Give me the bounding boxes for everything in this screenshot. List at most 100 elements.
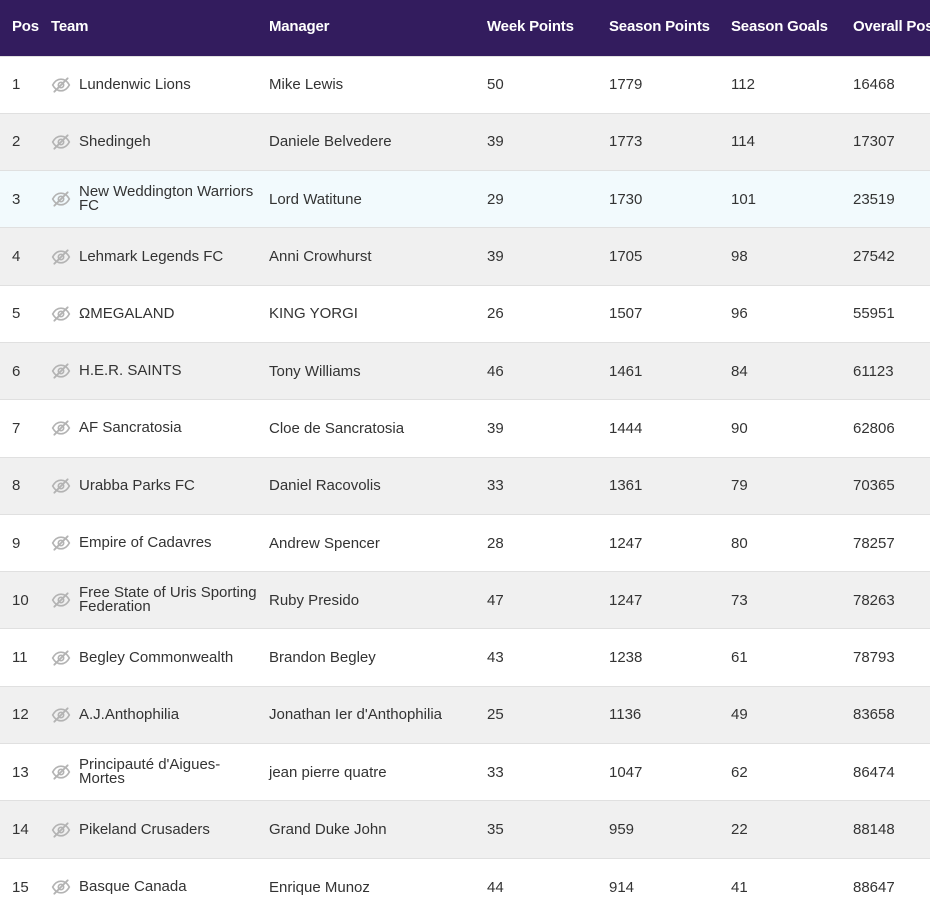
row-team-name[interactable]: Free State of Uris Sporting Federation: [79, 584, 257, 616]
table-row[interactable]: 7 AF Sancratosia Cloe de Sancratosia 39 1444…: [0, 399, 930, 458]
column-header-overall-pos[interactable]: Overall Pos: [853, 18, 930, 36]
row-week-points: 33: [484, 743, 606, 801]
eye-slash-icon[interactable]: [51, 648, 71, 668]
table-body: 1 Lundenwic Lions Mike Lewis 50 1779 112 16468…: [0, 55, 930, 915]
table-row[interactable]: 15 Basque Canada Enrique Munoz 44 914 41 88647: [0, 857, 930, 915]
row-manager: Andrew Spencer: [266, 513, 484, 572]
row-pos: 14: [0, 800, 44, 859]
row-overall-pos: 88148: [850, 800, 930, 859]
row-overall-pos: 55951: [850, 284, 930, 343]
row-week-points: 39: [484, 227, 606, 286]
row-team-name[interactable]: Shedingeh: [79, 132, 151, 150]
row-week-points: 46: [484, 341, 606, 400]
row-overall-pos: 62806: [850, 399, 930, 458]
eye-slash-icon[interactable]: [51, 361, 71, 381]
row-team-name[interactable]: H.E.R. SAINTS: [79, 362, 182, 380]
row-overall-pos: 16468: [850, 55, 930, 114]
row-pos: 7: [0, 399, 44, 458]
team-cell-content: A.J.Anthophilia: [51, 705, 266, 725]
eye-slash-icon[interactable]: [51, 132, 71, 152]
row-manager: Enrique Munoz: [266, 857, 484, 915]
row-season-goals: 61: [728, 628, 850, 687]
row-manager: Anni Crowhurst: [266, 227, 484, 286]
row-team-cell: A.J.Anthophilia: [44, 685, 266, 744]
row-season-goals: 41: [728, 857, 850, 915]
row-team-name[interactable]: Lehmark Legends FC: [79, 247, 224, 265]
column-header-season-goals[interactable]: Season Goals: [731, 18, 828, 36]
row-team-cell: Begley Commonwealth: [44, 628, 266, 687]
row-team-name[interactable]: ΩMEGALAND: [79, 304, 175, 322]
row-season-points: 1136: [606, 685, 728, 744]
row-team-name[interactable]: Begley Commonwealth: [79, 648, 234, 666]
eye-slash-icon[interactable]: [51, 533, 71, 553]
eye-slash-icon[interactable]: [51, 762, 71, 782]
table-header-row: Pos Team Manager Week Points Season Poin…: [0, 0, 930, 56]
row-pos: 5: [0, 284, 44, 343]
eye-slash-icon[interactable]: [51, 247, 71, 267]
column-header-manager[interactable]: Manager: [269, 18, 330, 36]
row-team-name[interactable]: A.J.Anthophilia: [79, 705, 180, 723]
row-team-name[interactable]: Pikeland Crusaders: [79, 820, 210, 838]
table-row[interactable]: 8 Urabba Parks FC Daniel Racovolis 33 1361 79…: [0, 456, 930, 515]
column-header-week-points[interactable]: Week Points: [487, 18, 574, 36]
row-team-name[interactable]: Urabba Parks FC: [79, 476, 195, 494]
table-row[interactable]: 5 ΩMEGALAND KING YORGI 26 1507 96 55951: [0, 284, 930, 343]
table-row[interactable]: 11 Begley Commonwealth Brandon Begley 43 123…: [0, 628, 930, 687]
row-season-goals: 101: [728, 170, 850, 228]
row-pos: 9: [0, 513, 44, 572]
row-manager: Daniele Belvedere: [266, 112, 484, 171]
row-overall-pos: 78263: [850, 571, 930, 629]
eye-slash-icon[interactable]: [51, 418, 71, 438]
row-pos: 3: [0, 170, 44, 228]
row-manager: Brandon Begley: [266, 628, 484, 687]
row-season-goals: 112: [728, 55, 850, 114]
row-season-goals: 80: [728, 513, 850, 572]
table-row[interactable]: 1 Lundenwic Lions Mike Lewis 50 1779 112 16468: [0, 55, 930, 114]
row-season-points: 1361: [606, 456, 728, 515]
table-row[interactable]: 14 Pikeland Crusaders Grand Duke John 35 959…: [0, 800, 930, 859]
row-season-points: 1705: [606, 227, 728, 286]
row-team-name[interactable]: Principauté d'Aigues-Mortes: [79, 756, 221, 788]
row-week-points: 47: [484, 571, 606, 629]
column-header-season-points[interactable]: Season Points: [609, 18, 710, 36]
table-row[interactable]: 10 Free State of Uris Sporting Federation…: [0, 571, 930, 629]
eye-slash-icon[interactable]: [51, 304, 71, 324]
eye-slash-icon[interactable]: [51, 820, 71, 840]
eye-slash-icon[interactable]: [51, 75, 71, 95]
table-row[interactable]: 13 Principauté d'Aigues-Mortes jean pierre…: [0, 743, 930, 801]
row-overall-pos: 23519: [850, 170, 930, 228]
row-team-name[interactable]: Basque Canada: [79, 878, 187, 896]
team-cell-content: Principauté d'Aigues-Mortes: [51, 756, 266, 788]
eye-slash-icon[interactable]: [51, 189, 71, 209]
row-team-name[interactable]: Lundenwic Lions: [79, 75, 191, 93]
row-manager: Mike Lewis: [266, 55, 484, 114]
row-team-cell: Lehmark Legends FC: [44, 227, 266, 286]
table-row[interactable]: 9 Empire of Cadavres Andrew Spencer 28 1247 8…: [0, 513, 930, 572]
column-header-pos[interactable]: Pos: [12, 18, 39, 36]
row-team-name[interactable]: New Weddington Warriors FC: [79, 183, 254, 215]
eye-slash-icon[interactable]: [51, 590, 71, 610]
table-row[interactable]: 3 New Weddington Warriors FC Lord Watitune…: [0, 170, 930, 228]
row-team-cell: H.E.R. SAINTS: [44, 341, 266, 400]
eye-slash-icon[interactable]: [51, 476, 71, 496]
row-team-name[interactable]: Empire of Cadavres: [79, 534, 212, 552]
row-season-goals: 62: [728, 743, 850, 801]
row-season-goals: 84: [728, 341, 850, 400]
eye-slash-icon[interactable]: [51, 705, 71, 725]
row-team-cell: New Weddington Warriors FC: [44, 170, 266, 228]
column-header-team[interactable]: Team: [51, 18, 89, 36]
eye-slash-icon[interactable]: [51, 877, 71, 897]
table-row[interactable]: 12 A.J.Anthophilia Jonathan Ier d'Anthophi…: [0, 685, 930, 744]
row-season-points: 1247: [606, 513, 728, 572]
row-team-cell: Urabba Parks FC: [44, 456, 266, 515]
row-manager: Cloe de Sancratosia: [266, 399, 484, 458]
table-row[interactable]: 2 Shedingeh Daniele Belvedere 39 1773 114 1730…: [0, 112, 930, 171]
row-manager: KING YORGI: [266, 284, 484, 343]
table-row[interactable]: 6 H.E.R. SAINTS Tony Williams 46 1461 84 61123: [0, 341, 930, 400]
table-row[interactable]: 4 Lehmark Legends FC Anni Crowhurst 39 1705 9…: [0, 227, 930, 286]
row-team-name[interactable]: AF Sancratosia: [79, 419, 182, 437]
row-team-cell: Basque Canada: [44, 857, 266, 915]
team-cell-content: Urabba Parks FC: [51, 476, 266, 496]
row-season-goals: 22: [728, 800, 850, 859]
row-week-points: 29: [484, 170, 606, 228]
